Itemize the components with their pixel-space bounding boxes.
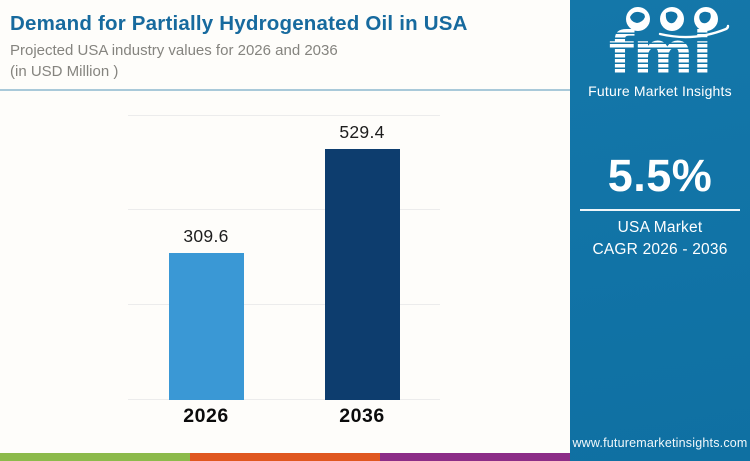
chart-title: Demand for Partially Hydrogenated Oil in… bbox=[10, 12, 468, 35]
stripe-orange bbox=[190, 453, 380, 461]
plot-area: 309.6 529.4 bbox=[128, 115, 440, 400]
bar-slots: 309.6 529.4 bbox=[128, 115, 440, 400]
stat-labels: USA Market CAGR 2026 - 2036 bbox=[570, 217, 750, 262]
gridline bbox=[128, 399, 440, 400]
gridline bbox=[128, 209, 440, 210]
stat-label-market: USA Market bbox=[617, 219, 703, 236]
stat-label-cagr-range: CAGR 2026 - 2036 bbox=[592, 241, 728, 259]
chart-subtitle: Projected USA industry values for 2026 a… bbox=[10, 41, 570, 82]
logo-globe-icons bbox=[626, 7, 730, 39]
stripe-green bbox=[0, 453, 190, 461]
bar-value-label-2036: 529.4 bbox=[339, 121, 385, 142]
bar-group-2036: 529.4 bbox=[284, 115, 440, 400]
x-label-2026: 2026 bbox=[183, 405, 229, 427]
bar-group-2026: 309.6 bbox=[128, 115, 284, 400]
footer-stripe bbox=[0, 453, 570, 461]
chart-subtitle-line2: (in USD Million ) bbox=[10, 62, 119, 80]
header-divider bbox=[0, 89, 570, 91]
chart-subtitle-line1: Projected USA industry values for 2026 a… bbox=[10, 42, 338, 59]
gridline bbox=[128, 304, 440, 305]
stat-divider bbox=[580, 209, 740, 211]
x-axis-labels: 2026 2036 bbox=[128, 405, 440, 428]
x-label-2036: 2036 bbox=[339, 405, 385, 427]
website-url: www.futuremarketinsights.com bbox=[572, 436, 748, 450]
gridline bbox=[128, 115, 440, 116]
bar-2026 bbox=[168, 252, 244, 400]
brand-sidebar: fmi Future Market Insights 5.5% USA Mark… bbox=[570, 0, 750, 461]
header: Demand for Partially Hydrogenated Oil in… bbox=[0, 0, 570, 82]
fmi-logo: fmi Future Market Insights bbox=[570, 5, 750, 99]
cagr-value: 5.5% bbox=[607, 150, 713, 201]
logo-tagline: Future Market Insights bbox=[588, 83, 732, 99]
bar-value-label-2026: 309.6 bbox=[183, 225, 229, 246]
bar-2036 bbox=[324, 148, 400, 400]
fmi-logo-text: fmi bbox=[570, 24, 750, 82]
stripe-purple bbox=[380, 453, 570, 461]
